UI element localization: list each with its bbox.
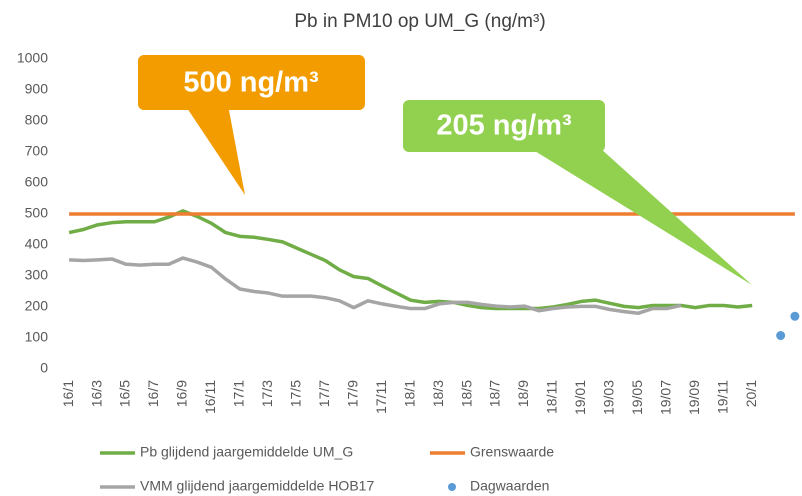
callout-green: 205 ng/m³ — [403, 100, 752, 285]
x-tick-label: 17/3 — [259, 380, 275, 407]
legend-label: Pb glijdend jaargemiddelde UM_G — [140, 444, 353, 460]
x-tick-label: 16/5 — [117, 380, 133, 407]
x-tick-label: 18/3 — [430, 380, 446, 407]
series-line — [69, 256, 682, 315]
legend-label: VMM glijdend jaargemiddelde HOB17 — [140, 478, 374, 494]
y-tick-label: 300 — [25, 267, 49, 283]
callout-box — [403, 100, 605, 152]
x-tick-label: 18/1 — [401, 380, 417, 407]
annotation: 205 ng/m³ — [436, 110, 572, 142]
legend-marker — [448, 483, 456, 491]
annotation: 500 ng/m³ — [183, 67, 319, 99]
data-point — [790, 311, 800, 321]
y-tick-label: 700 — [25, 143, 49, 159]
callout-orange: 500 ng/m³ — [138, 55, 365, 195]
callout-box — [138, 55, 365, 110]
y-tick-label: 600 — [25, 174, 49, 190]
x-tick-label: 20/1 — [743, 380, 759, 407]
x-tick-label: 19/07 — [658, 380, 674, 415]
callout-pointer — [185, 105, 245, 195]
plot-area: 0 100 200 300 400 500 600 700 800 900 1000 16/1 16/3… — [17, 50, 800, 415]
y-tick-label: 400 — [25, 236, 49, 252]
x-tick-label: 19/03 — [601, 380, 617, 415]
x-tick-label: 17/1 — [231, 380, 247, 407]
x-tick-label: 18/11 — [544, 380, 560, 414]
x-tick-label: 19/09 — [686, 380, 702, 415]
x-tick-label: 16/1 — [60, 380, 76, 407]
series-line — [68, 209, 753, 311]
x-tick-label: 18/9 — [515, 380, 531, 407]
y-tick-label: 500 — [25, 205, 49, 221]
x-tick-label: 17/5 — [288, 380, 304, 407]
legend-label: Grenswaarde — [470, 444, 554, 460]
x-tick-label: 16/7 — [145, 380, 161, 407]
y-tick-label: 200 — [25, 298, 49, 314]
x-tick-label: 18/7 — [487, 380, 503, 407]
x-tick-label: 17/9 — [344, 380, 360, 407]
x-tick-label: 19/11 — [714, 380, 730, 414]
y-tick-label: 0 — [40, 360, 48, 376]
x-tick-label: 17/11 — [373, 380, 389, 414]
y-tick-label: 1000 — [17, 50, 48, 66]
y-tick-label: 100 — [25, 329, 49, 345]
x-tick-label: 17/7 — [316, 380, 332, 407]
data-point — [776, 331, 786, 341]
x-tick-label: 19/05 — [629, 380, 645, 415]
y-tick-label: 900 — [25, 81, 49, 97]
x-tick-label: 19/01 — [572, 380, 588, 415]
x-tick-label: 16/3 — [88, 380, 104, 407]
x-tick-label: 16/11 — [202, 380, 218, 414]
chart-title: Pb in PM10 op UM_G (ng/m³) — [294, 11, 545, 32]
y-tick-label: 800 — [25, 112, 49, 128]
legend-label: Dagwaarden — [470, 478, 549, 494]
x-tick-label: 18/5 — [458, 380, 474, 407]
callout-pointer — [530, 148, 752, 285]
x-tick-label: 16/9 — [174, 380, 190, 407]
